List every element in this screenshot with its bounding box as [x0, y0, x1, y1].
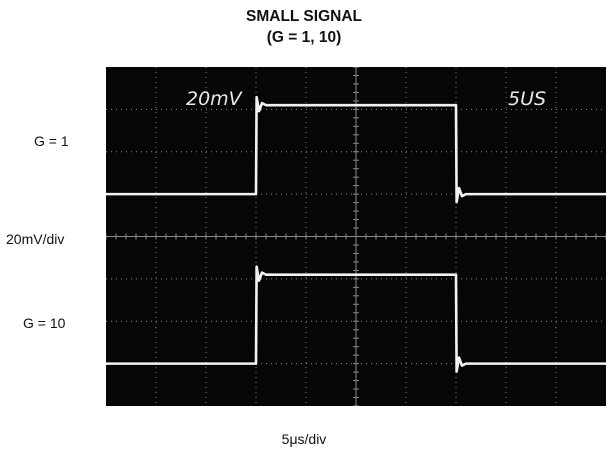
scope-time-readout: 5US [508, 88, 546, 110]
oscilloscope-screen: 20mV 5US [106, 67, 606, 406]
trace-g1 [106, 95, 606, 204]
label-g10: G = 10 [23, 315, 66, 331]
scope-plot: 20mV 5US [106, 67, 606, 406]
x-unit-label: 5μs/div [281, 431, 327, 447]
label-g1: G = 1 [34, 133, 69, 149]
chart-subtitle: (G = 1, 10) [266, 29, 342, 46]
scope-volts-readout: 20mV [186, 88, 244, 110]
label-volts-per-div: 20mV/div [6, 231, 65, 247]
traces [106, 95, 606, 373]
chart-title: SMALL SIGNAL [246, 8, 362, 25]
trace-g10 [106, 265, 606, 373]
graticule [106, 67, 606, 406]
